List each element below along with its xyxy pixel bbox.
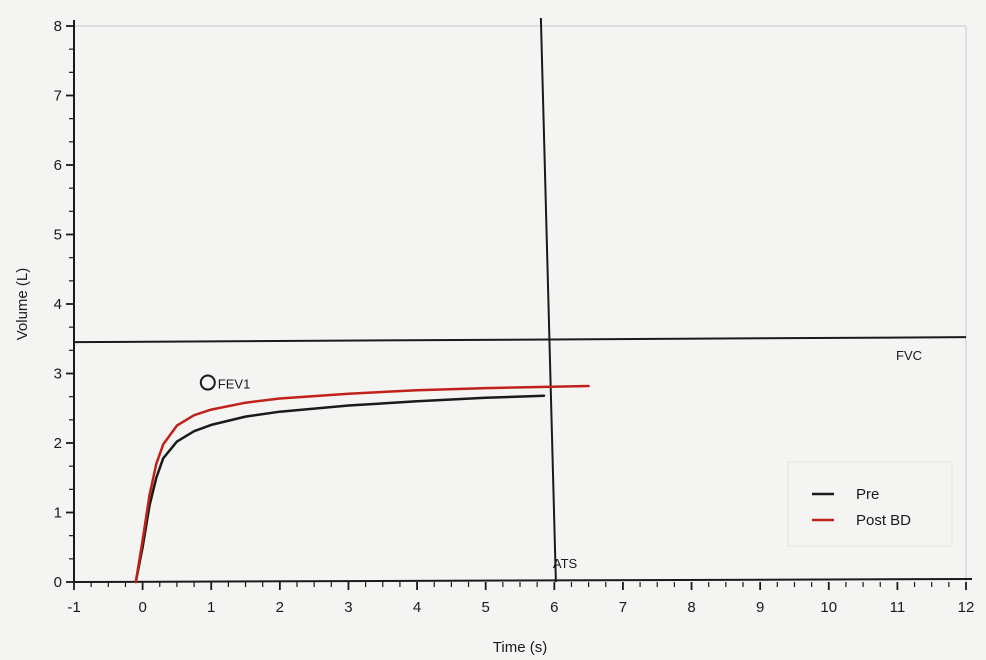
ats-label: ATS [553, 556, 578, 571]
legend-box [787, 461, 953, 547]
x-tick-label: 5 [482, 599, 490, 616]
y-tick-label: 4 [54, 296, 62, 313]
x-tick-label: 11 [890, 599, 906, 616]
reference-lines: FVC ATS [73, 17, 967, 583]
legend: Pre Post BD [787, 461, 953, 547]
x-tick-label: -1 [67, 599, 80, 616]
x-tick-label: 3 [344, 599, 352, 616]
series-layer [134, 384, 590, 584]
fvc-line [73, 336, 967, 344]
fvc-label: FVC [896, 348, 922, 363]
x-axis: -1 0 1 2 3 4 5 6 7 8 9 10 11 12 [67, 578, 975, 616]
x-tick-label: 1 [207, 599, 215, 616]
x-tick-label: 0 [138, 599, 146, 616]
legend-label-pre: Pre [856, 486, 879, 503]
y-tick-label: 0 [54, 574, 62, 591]
x-axis-title: Time (s) [493, 639, 547, 656]
y-tick-label: 7 [54, 88, 62, 105]
y-tick-label: 1 [54, 505, 62, 522]
fev1-marker [199, 374, 216, 391]
y-axis: 0 1 2 3 4 5 6 7 8 [54, 18, 75, 591]
marker-layer: FEV1 [199, 374, 251, 392]
series-line-pre [134, 394, 546, 584]
plot-frame [74, 25, 967, 582]
x-tick-label: 9 [756, 599, 764, 616]
y-tick-label: 3 [54, 366, 62, 383]
x-tick-label: 12 [958, 599, 975, 616]
x-tick-label: 6 [550, 599, 558, 616]
series-line-post-bd [134, 384, 590, 584]
fev1-label: FEV1 [218, 377, 251, 392]
y-axis-title: Volume (L) [14, 268, 31, 341]
x-tick-label: 7 [619, 599, 627, 616]
ats-line [539, 17, 557, 583]
y-tick-label: 6 [54, 157, 62, 174]
x-tick-label: 4 [413, 599, 421, 616]
y-tick-label: 8 [54, 18, 62, 35]
x-axis-line [73, 578, 973, 583]
x-tick-label: 10 [820, 599, 837, 616]
y-tick-label: 5 [54, 227, 62, 244]
y-tick-label: 2 [54, 435, 62, 452]
x-tick-label: 8 [687, 599, 695, 616]
legend-label-post-bd: Post BD [856, 512, 911, 529]
x-tick-label: 2 [276, 599, 284, 616]
